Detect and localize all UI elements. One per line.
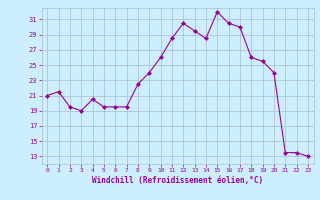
X-axis label: Windchill (Refroidissement éolien,°C): Windchill (Refroidissement éolien,°C) (92, 176, 263, 185)
